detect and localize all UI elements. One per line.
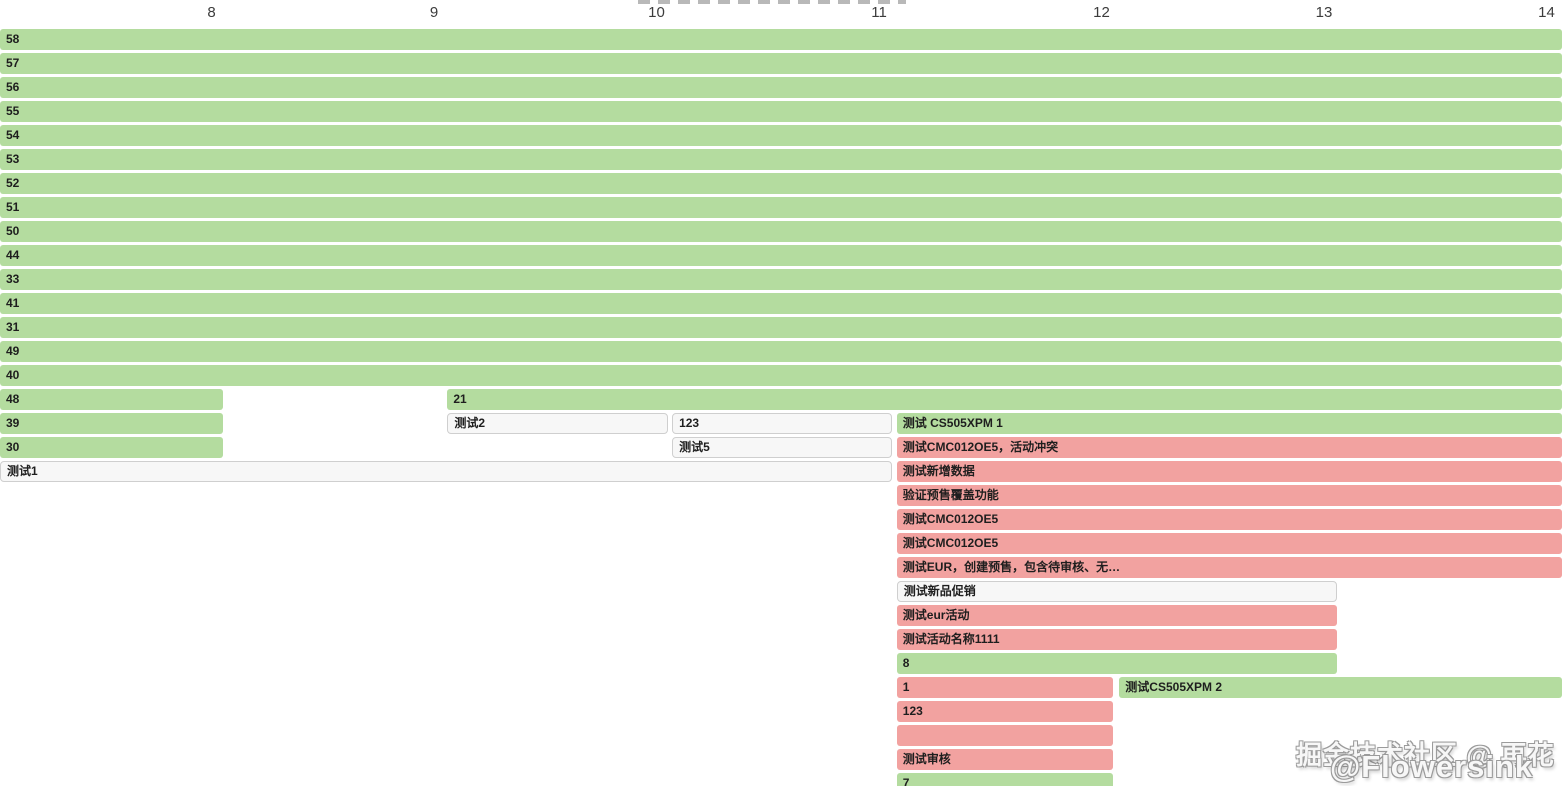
- gantt-bar[interactable]: 测试2: [447, 413, 668, 434]
- gantt-bar[interactable]: 49: [0, 341, 1562, 362]
- axis-tick-label: 9: [429, 4, 439, 21]
- gantt-bar[interactable]: 测试CS505XPM 2: [1119, 677, 1562, 698]
- gantt-bar[interactable]: 48: [0, 389, 223, 410]
- gantt-bar[interactable]: 测试5: [672, 437, 893, 458]
- watermark-line2: @Flowersink: [1330, 749, 1534, 784]
- gantt-bar[interactable]: 44: [0, 245, 1562, 266]
- axis-tick-label: 14: [1538, 4, 1555, 21]
- gantt-bar[interactable]: 测试CMC012OE5: [896, 533, 1562, 554]
- gantt-bar[interactable]: 53: [0, 149, 1562, 170]
- gantt-bar[interactable]: 57: [0, 53, 1562, 74]
- gantt-bar[interactable]: 55: [0, 101, 1562, 122]
- gantt-bar[interactable]: 测试CMC012OE5: [896, 509, 1562, 530]
- gantt-bar[interactable]: 1: [896, 677, 1113, 698]
- gantt-bar[interactable]: 50: [0, 221, 1562, 242]
- gantt-bar[interactable]: 测试CMC012OE5，活动冲突: [896, 437, 1562, 458]
- gantt-bar[interactable]: 31: [0, 317, 1562, 338]
- gantt-bar[interactable]: 21: [447, 389, 1562, 410]
- gantt-bar[interactable]: 测试1: [0, 461, 893, 482]
- gantt-bar[interactable]: 测试EUR，创建预售，包含待审核、无…: [896, 557, 1562, 578]
- gantt-bar[interactable]: 30: [0, 437, 223, 458]
- axis-tick-label: 12: [1093, 4, 1110, 21]
- gantt-bar[interactable]: 40: [0, 365, 1562, 386]
- axis-tick-label: 11: [871, 4, 887, 21]
- axis-tick-label: 13: [1315, 4, 1333, 21]
- gantt-bar[interactable]: 52: [0, 173, 1562, 194]
- gantt-bar[interactable]: 56: [0, 77, 1562, 98]
- gantt-bar[interactable]: 测试 CS505XPM 1: [896, 413, 1562, 434]
- gantt-bar[interactable]: 51: [0, 197, 1562, 218]
- gantt-bar[interactable]: 58: [0, 29, 1562, 50]
- gantt-bar[interactable]: 7: [896, 773, 1113, 786]
- axis-tick-label: 8: [207, 4, 216, 21]
- gantt-bar[interactable]: 测试新品促销: [896, 581, 1338, 602]
- gantt-bar[interactable]: 测试eur活动: [896, 605, 1338, 626]
- gantt-bar[interactable]: 测试审核: [896, 749, 1113, 770]
- gantt-bar[interactable]: 41: [0, 293, 1562, 314]
- gantt-bar[interactable]: 验证预售覆盖功能: [896, 485, 1562, 506]
- gantt-bar[interactable]: 33: [0, 269, 1562, 290]
- gantt-bar[interactable]: 8: [896, 653, 1338, 674]
- gantt-bar[interactable]: 54: [0, 125, 1562, 146]
- gantt-bar[interactable]: 123: [672, 413, 893, 434]
- watermark-line1: 掘金技术社区 @ 再花: [1296, 740, 1555, 770]
- gantt-bar[interactable]: 39: [0, 413, 223, 434]
- gantt-bar[interactable]: [896, 725, 1113, 746]
- axis-tick-label: 10: [648, 4, 665, 21]
- gantt-bar[interactable]: 123: [896, 701, 1113, 722]
- gantt-bar[interactable]: 测试新增数据: [896, 461, 1562, 482]
- gantt-bar[interactable]: 测试活动名称1111: [896, 629, 1338, 650]
- cropped-text-artifact: [638, 0, 906, 4]
